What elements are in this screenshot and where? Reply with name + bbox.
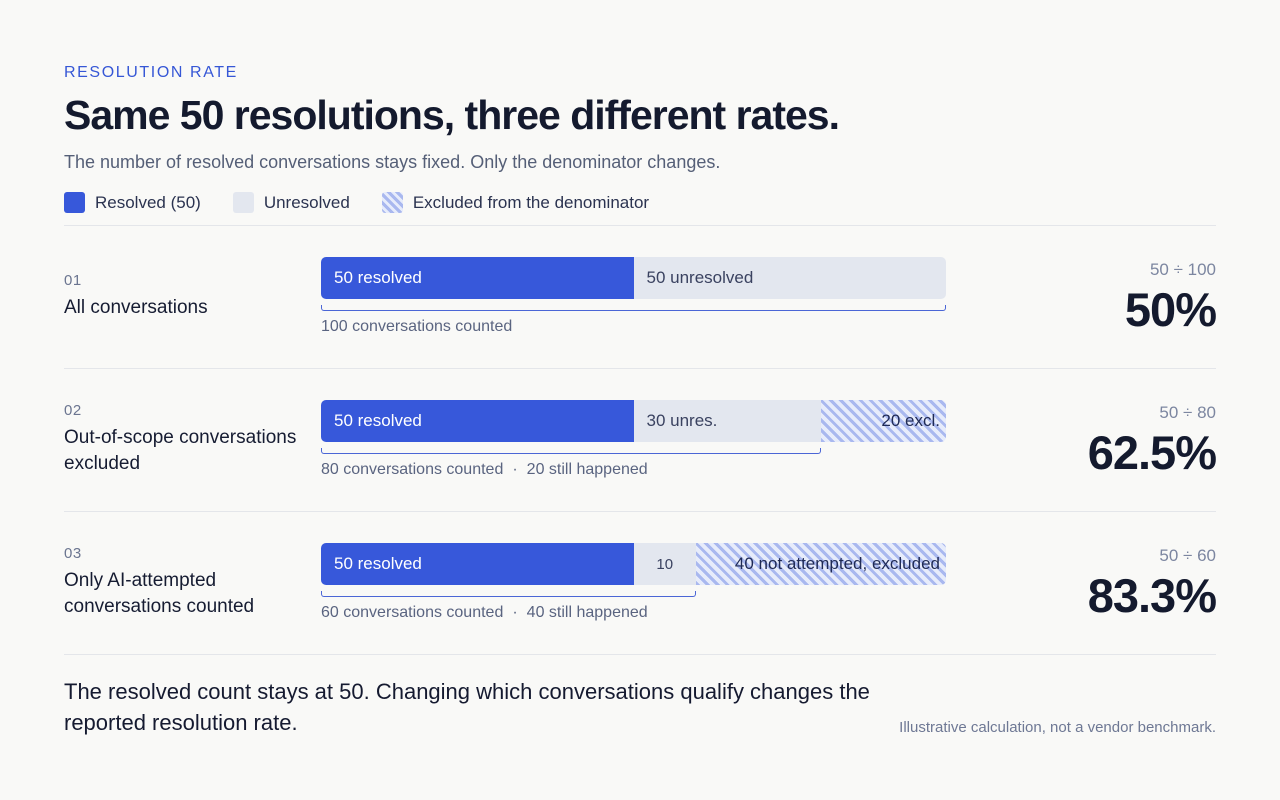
stacked-bar: 50 resolved 50 unresolved	[321, 257, 946, 299]
row-number: 01	[64, 272, 82, 289]
counted-caption: 100 conversations counted	[321, 318, 512, 336]
row-label: Only AI-attempted conversations counted	[64, 570, 255, 617]
divider	[64, 511, 1216, 512]
rate-formula: 50 ÷ 100	[1149, 260, 1216, 279]
counted-caption: 80 conversations counted · 20 still happen…	[321, 461, 648, 479]
excluded-swatch	[381, 192, 403, 213]
bar-segment-excluded: 20 excl.	[821, 400, 946, 442]
bar-segment-unresolved: 30 unres.	[633, 400, 821, 442]
row-label: All conversations	[64, 297, 208, 318]
rate-value: 62.5%	[1087, 426, 1217, 479]
still-happened-text: 20 still happened	[526, 461, 648, 478]
disclaimer: Illustrative calculation, not a vendor b…	[899, 719, 1216, 736]
scenario-row-3: 03 Only AI-attempted conversations count…	[0, 512, 1280, 654]
scenario-row-1: 01 All conversations 50 resolved 50 unre…	[0, 226, 1280, 368]
legend-label-excluded: Excluded from the denominator	[412, 192, 650, 212]
row-number: 03	[64, 545, 82, 562]
stacked-bar: 50 resolved 10 40 not attempted, exclude…	[321, 543, 946, 585]
still-happened-text: 40 still happened	[526, 604, 648, 621]
divider	[64, 225, 1216, 226]
legend-label-resolved: Resolved (50)	[95, 192, 201, 212]
rate-formula: 50 ÷ 60	[1159, 546, 1216, 565]
row-label: Out-of-scope conversations excluded	[64, 427, 297, 474]
unresolved-swatch	[232, 192, 254, 213]
counted-text: 80 conversations counted	[321, 461, 504, 478]
legend-item-unresolved: Unresolved	[232, 192, 350, 213]
page-subtitle: The number of resolved conversations sta…	[64, 152, 721, 172]
counted-text: 60 conversations counted	[321, 604, 504, 621]
bar-segment-resolved: 50 resolved	[321, 400, 634, 442]
bar-segment-resolved: 50 resolved	[321, 543, 634, 585]
stacked-bar: 50 resolved 30 unres. 20 excl.	[321, 400, 946, 442]
eyebrow-label: RESOLUTION RATE	[64, 64, 238, 81]
summary-note: The resolved count stays at 50. Changing…	[64, 679, 870, 735]
separator-dot: ·	[512, 604, 518, 621]
denominator-bracket	[321, 591, 696, 597]
legend: Resolved (50) Unresolved Excluded from t…	[64, 192, 681, 213]
bar-segment-unresolved: 10	[633, 543, 696, 585]
divider	[64, 368, 1216, 369]
rate-value: 83.3%	[1087, 569, 1217, 622]
counted-text: 100 conversations counted	[321, 318, 513, 335]
row-number: 02	[64, 402, 82, 419]
scenario-row-2: 02 Out-of-scope conversations excluded 5…	[0, 369, 1280, 511]
bar-segment-unresolved: 50 unresolved	[633, 257, 946, 299]
counted-caption: 60 conversations counted · 40 still happen…	[321, 604, 648, 622]
legend-item-excluded: Excluded from the denominator	[381, 192, 650, 213]
page-title: Same 50 resolutions, three different rat…	[64, 92, 840, 138]
legend-item-resolved: Resolved (50)	[64, 192, 201, 213]
bar-segment-resolved: 50 resolved	[321, 257, 634, 299]
rate-value: 50%	[1124, 283, 1217, 336]
bar-segment-excluded: 40 not attempted, excluded	[696, 543, 946, 585]
denominator-bracket	[321, 305, 946, 311]
denominator-bracket	[321, 448, 821, 454]
resolved-swatch	[64, 192, 85, 213]
separator-dot: ·	[512, 461, 518, 478]
rate-formula: 50 ÷ 80	[1159, 403, 1216, 422]
legend-label-unresolved: Unresolved	[263, 192, 350, 212]
divider	[64, 654, 1216, 655]
